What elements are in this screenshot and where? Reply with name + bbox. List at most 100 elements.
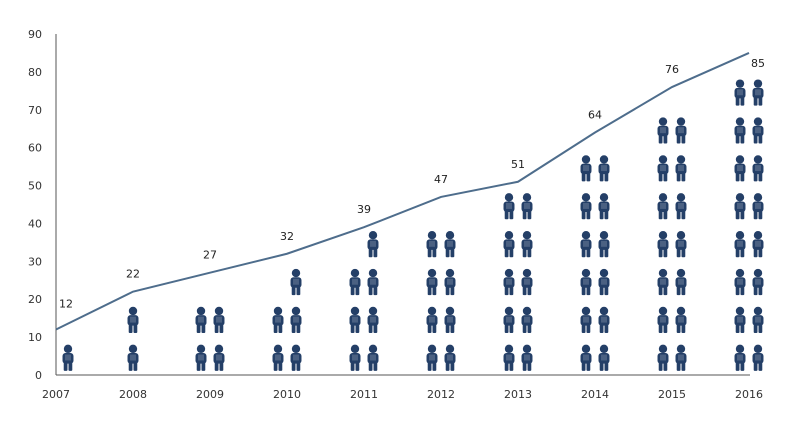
person-icon — [675, 117, 687, 144]
person-icon — [598, 268, 610, 296]
person-icon — [521, 193, 533, 220]
person-icon — [752, 117, 764, 144]
y-tick-labels: 0 10 20 30 40 50 60 70 80 90 — [28, 28, 42, 382]
person-icon — [675, 155, 687, 182]
data-label: 64 — [588, 109, 602, 122]
person-icon — [213, 306, 225, 333]
data-label: 32 — [280, 230, 294, 243]
series-line — [55, 52, 750, 331]
person-icon — [675, 344, 687, 371]
person-icon — [598, 231, 610, 258]
person-icon — [213, 344, 225, 371]
data-label: 51 — [511, 158, 525, 171]
person-icon — [598, 155, 610, 182]
x-tick-label: 2009 — [196, 388, 224, 401]
person-icon — [657, 193, 669, 220]
person-icon — [503, 268, 515, 296]
x-tick-label: 2013 — [504, 388, 532, 401]
y-tick-label: 90 — [28, 28, 42, 41]
person-icon — [657, 344, 669, 371]
person-icon — [127, 344, 139, 371]
person-icon — [752, 193, 764, 220]
person-icon — [675, 268, 687, 296]
person-icon — [127, 306, 139, 333]
person-icon — [426, 268, 438, 296]
person-icon — [752, 344, 764, 371]
person-icon — [272, 344, 284, 371]
person-icon — [367, 306, 379, 333]
person-icon — [734, 79, 746, 106]
x-tick-label: 2015 — [658, 388, 686, 401]
y-tick-label: 80 — [28, 66, 42, 79]
person-icon — [349, 306, 361, 333]
person-icon — [657, 155, 669, 182]
person-icon — [521, 306, 533, 333]
person-icon — [580, 306, 592, 333]
person-icon — [444, 231, 456, 258]
person-icon — [195, 344, 207, 371]
person-icon — [367, 268, 379, 296]
person-icon — [521, 231, 533, 258]
y-tick-label: 10 — [28, 331, 42, 344]
person-icon — [503, 344, 515, 371]
person-icon — [272, 306, 284, 333]
person-icon — [752, 306, 764, 333]
person-icon — [657, 117, 669, 144]
person-icon — [734, 268, 746, 296]
person-icon — [734, 306, 746, 333]
person-icon — [444, 306, 456, 333]
person-icon — [521, 268, 533, 296]
person-icon — [290, 306, 302, 333]
data-label: 22 — [126, 268, 140, 281]
person-icon — [426, 306, 438, 333]
x-tick-label: 2011 — [350, 388, 378, 401]
person-icon — [734, 193, 746, 220]
person-icon — [734, 155, 746, 182]
pictograph-icons — [62, 79, 764, 371]
x-tick-label: 2014 — [581, 388, 609, 401]
y-tick-label: 0 — [35, 369, 42, 382]
person-icon — [752, 231, 764, 258]
data-label: 76 — [665, 63, 679, 76]
y-tick-label: 30 — [28, 255, 42, 268]
person-icon — [367, 231, 379, 258]
person-icon — [752, 268, 764, 296]
person-icon — [195, 306, 207, 333]
person-icon — [675, 193, 687, 220]
person-icon — [580, 155, 592, 182]
x-tick-label: 2007 — [42, 388, 70, 401]
person-icon — [598, 193, 610, 220]
x-tick-label: 2016 — [735, 388, 763, 401]
person-icon — [521, 344, 533, 371]
person-icon — [444, 344, 456, 371]
axes — [55, 34, 750, 376]
data-label: 85 — [751, 57, 765, 70]
y-tick-label: 40 — [28, 217, 42, 230]
person-icon — [657, 268, 669, 296]
person-icon — [290, 344, 302, 371]
person-icon — [734, 231, 746, 258]
person-icon — [503, 231, 515, 258]
person-icon — [752, 79, 764, 106]
person-icon — [62, 344, 74, 371]
person-icon — [752, 155, 764, 182]
person-icon — [367, 344, 379, 371]
y-tick-label: 20 — [28, 293, 42, 306]
person-icon — [598, 306, 610, 333]
data-label: 39 — [357, 203, 371, 216]
x-tick-label: 2008 — [119, 388, 147, 401]
person-icon — [426, 231, 438, 258]
x-tick-label: 2010 — [273, 388, 301, 401]
y-tick-label: 60 — [28, 142, 42, 155]
y-tick-label: 70 — [28, 104, 42, 117]
person-icon — [444, 268, 456, 296]
person-icon — [426, 344, 438, 371]
person-icon — [598, 344, 610, 371]
person-icon — [734, 117, 746, 144]
data-label: 12 — [59, 298, 73, 311]
data-labels: 12 22 27 32 39 47 51 64 76 85 — [59, 57, 765, 311]
person-icon — [580, 344, 592, 371]
person-icon — [580, 193, 592, 220]
data-label: 27 — [203, 249, 217, 262]
person-icon — [290, 268, 302, 296]
